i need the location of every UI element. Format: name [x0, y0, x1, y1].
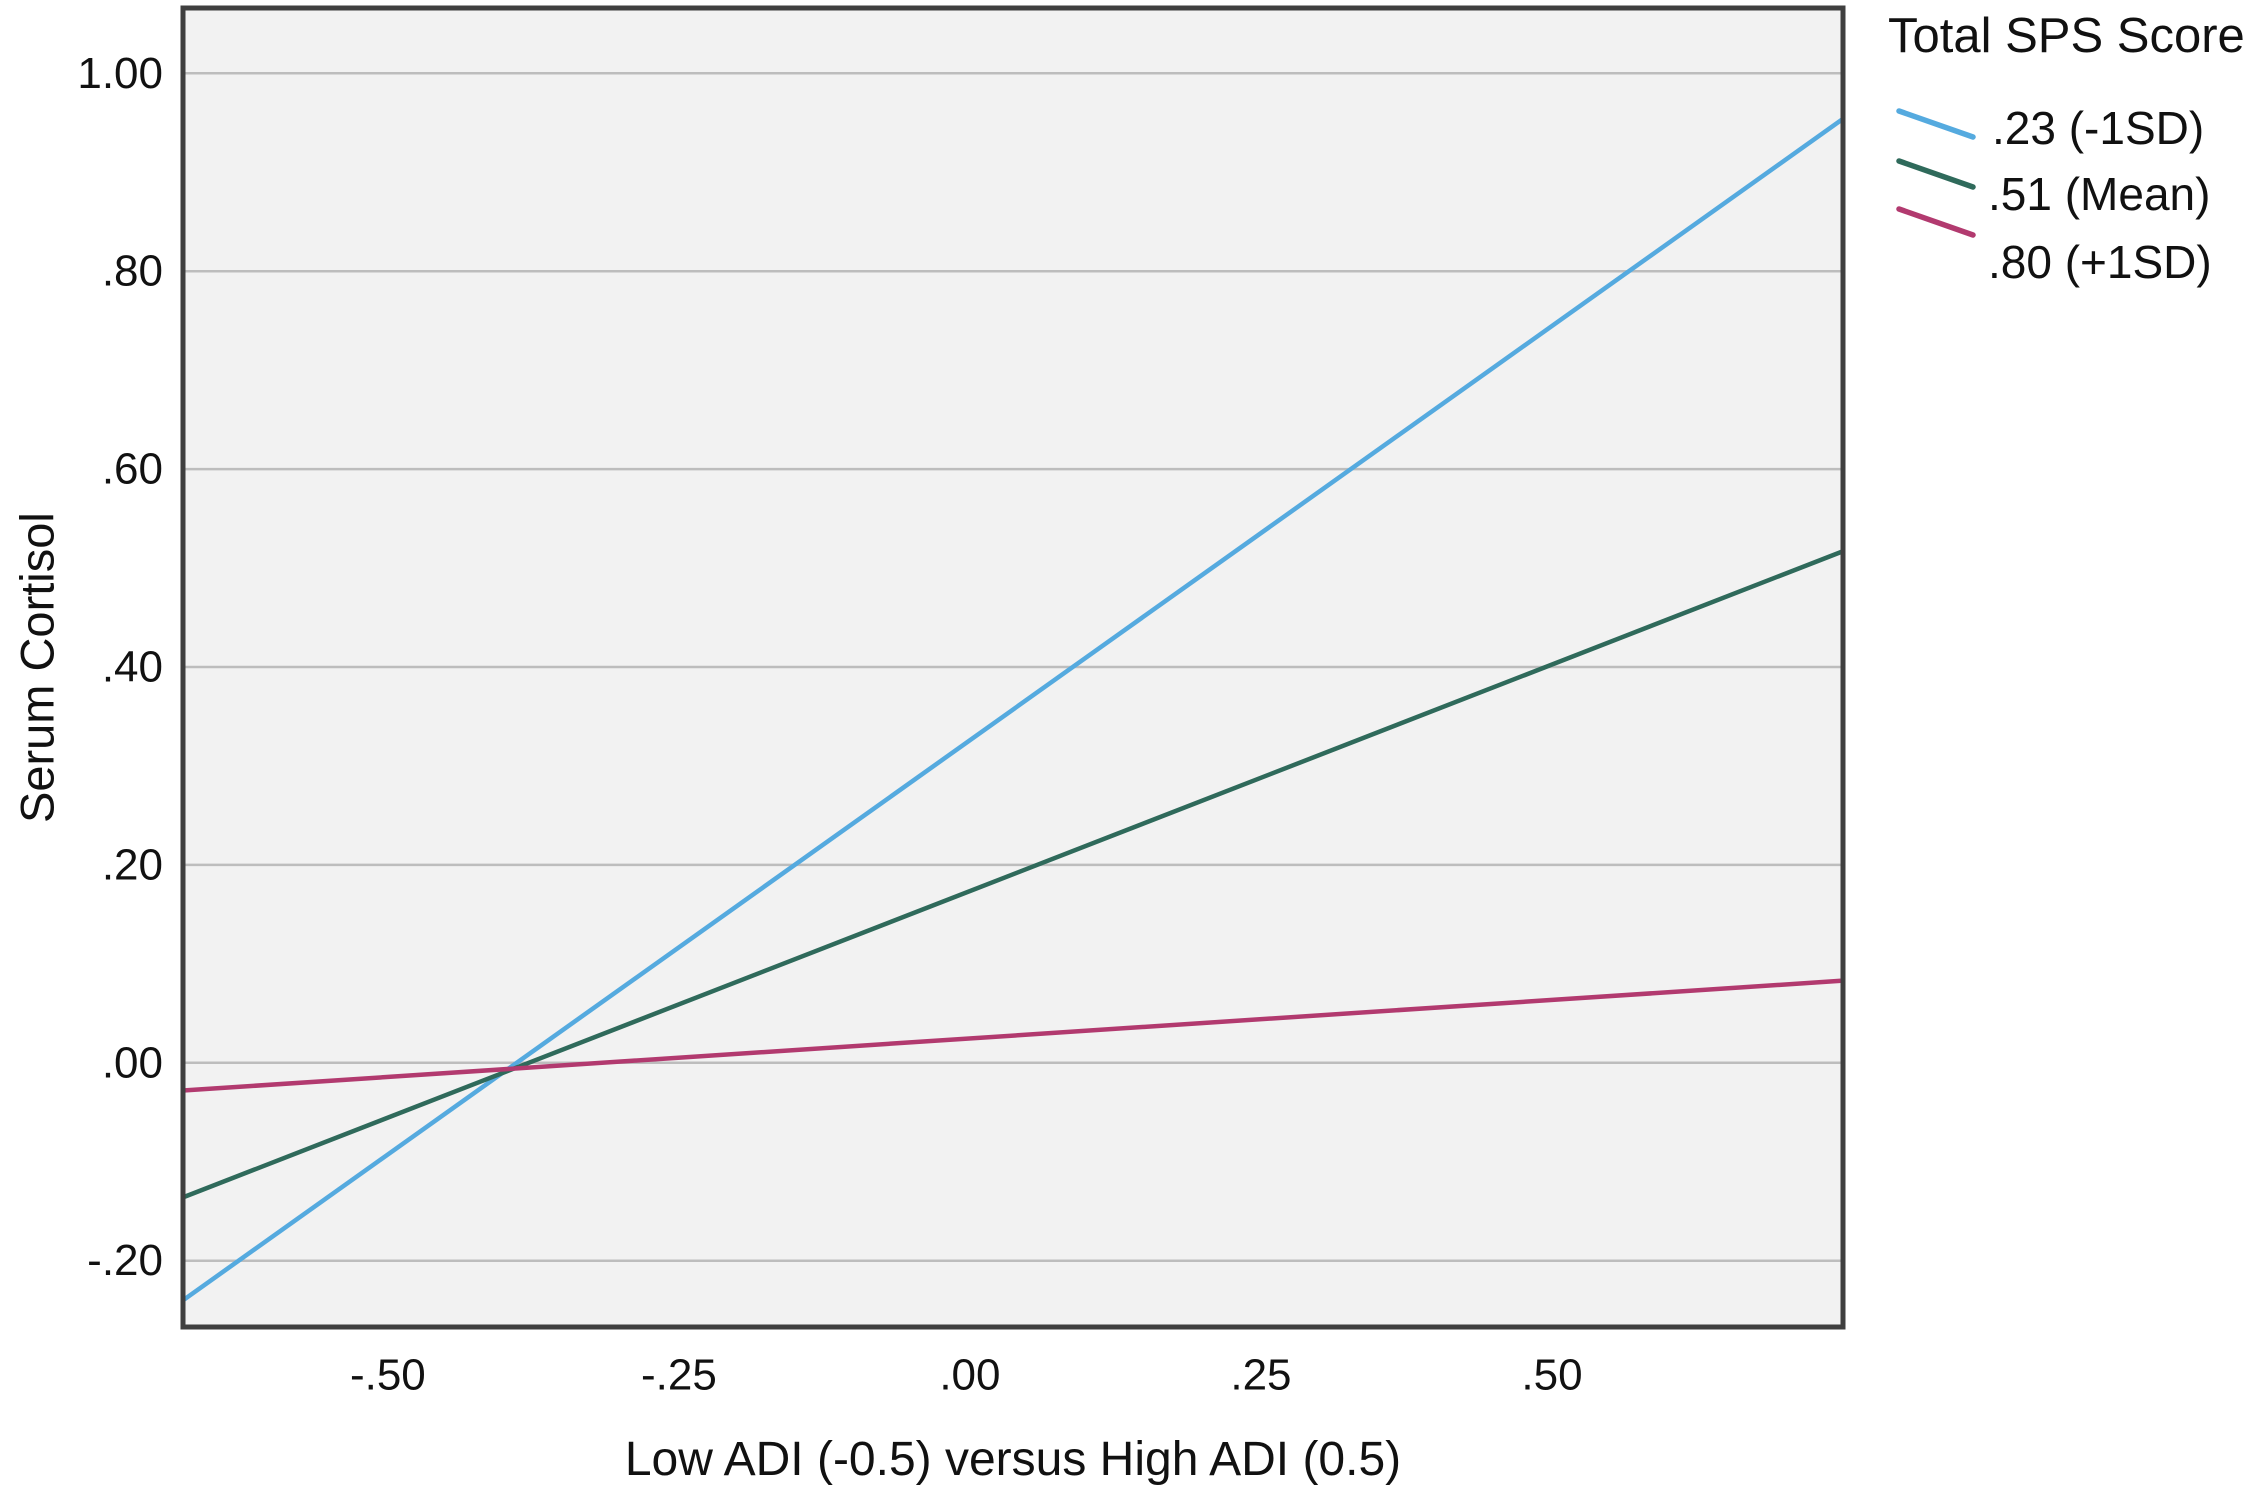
x-tick-label: .50 — [1521, 1351, 1582, 1400]
x-tick-label: .25 — [1230, 1351, 1291, 1400]
legend-line-swatch-mean-icon — [1896, 158, 1976, 190]
series-line-2 — [182, 978, 1844, 1093]
legend-line-swatch-minus-1sd-icon — [1896, 108, 1976, 140]
x-tick-label: -.25 — [641, 1351, 717, 1400]
legend-label-plus-1sd: .80 (+1SD) — [1988, 236, 2212, 288]
legend-label-minus-1sd: .23 (-1SD) — [1992, 102, 2205, 154]
y-tick-label: .40 — [102, 643, 163, 692]
legend-line-swatch-plus-1sd-icon — [1896, 206, 1976, 238]
x-axis-title: Low ADI (-0.5) versus High ADI (0.5) — [624, 1433, 1402, 1486]
legend-line-icon — [1896, 206, 1976, 238]
legend-line-icon — [1896, 108, 1976, 140]
series-line-1 — [182, 549, 1844, 1200]
legend-line-icon — [1896, 158, 1976, 190]
y-tick-label: .00 — [102, 1038, 163, 1087]
legend-title: Total SPS Score — [1888, 9, 2245, 63]
x-tick-label: -.50 — [350, 1351, 426, 1400]
series-line-0 — [181, 116, 1845, 1303]
y-tick-label: .80 — [102, 247, 163, 296]
y-tick-label: 1.00 — [77, 49, 163, 98]
y-axis-title: Serum Cortisol — [10, 512, 64, 824]
plot-frame — [180, 5, 1846, 1330]
y-tick-label: .20 — [102, 840, 163, 889]
legend-label-mean: .51 (Mean) — [1988, 168, 2211, 220]
y-tick-label: .60 — [102, 445, 163, 494]
x-tick-label: .00 — [939, 1351, 1000, 1400]
y-tick-label: -.20 — [87, 1236, 163, 1285]
